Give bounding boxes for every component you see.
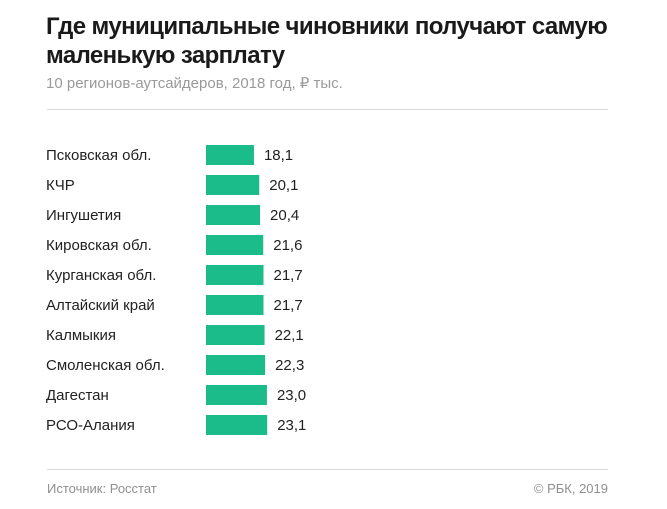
category-label: Калмыкия <box>46 327 116 344</box>
bar-row: Кировская обл. 21,6 <box>46 235 302 255</box>
category-label: РСО-Алания <box>46 417 135 434</box>
bar-row: Курганская обл. 21,7 <box>46 265 303 285</box>
value-label: 21,7 <box>274 297 303 314</box>
bar-row: РСО-Алания 23,1 <box>46 415 306 435</box>
bar-chart: Псковская обл. 18,1 КЧР 20,1 Ингушетия 20,4 Ки… <box>46 145 306 435</box>
category-label: Курганская обл. <box>46 267 156 284</box>
category-label: Дагестан <box>46 387 109 404</box>
category-label: Ингушетия <box>46 207 121 224</box>
top-divider <box>47 109 608 110</box>
bar-row: Калмыкия 22,1 <box>46 325 304 345</box>
chart-title: Где муниципальные чиновники получают сам… <box>46 13 608 69</box>
copyright-note: © РБК, 2019 <box>533 481 608 496</box>
bar-row: Псковская обл. 18,1 <box>46 145 293 165</box>
bar <box>206 325 265 345</box>
bar <box>206 235 264 255</box>
bar-row: Дагестан 23,0 <box>46 385 306 405</box>
value-label: 20,1 <box>269 177 298 194</box>
bar <box>206 295 264 315</box>
category-label: Псковская обл. <box>46 147 151 164</box>
bar <box>206 205 261 225</box>
category-label: КЧР <box>46 177 75 194</box>
bar <box>206 145 254 165</box>
bar <box>206 385 267 405</box>
bar-row: Смоленская обл. 22,3 <box>46 355 304 375</box>
bar-row: КЧР 20,1 <box>46 175 298 195</box>
category-label: Кировская обл. <box>46 237 152 254</box>
bar <box>206 175 260 195</box>
value-label: 18,1 <box>264 147 293 164</box>
bar <box>206 415 268 435</box>
bar-row: Алтайский край 21,7 <box>46 295 303 315</box>
value-label: 21,6 <box>273 237 302 254</box>
category-label: Алтайский край <box>46 297 155 314</box>
category-label: Смоленская обл. <box>46 357 165 374</box>
chart-subtitle: 10 регионов-аутсайдеров, 2018 год, ₽ тыс… <box>46 75 343 92</box>
value-label: 20,4 <box>270 207 299 224</box>
bottom-divider <box>47 469 608 470</box>
value-label: 21,7 <box>274 267 303 284</box>
value-label: 23,1 <box>277 417 306 434</box>
value-label: 22,1 <box>275 327 304 344</box>
value-label: 23,0 <box>277 387 306 404</box>
bar <box>206 355 266 375</box>
source-note: Источник: Росстат <box>47 481 157 496</box>
value-label: 22,3 <box>275 357 304 374</box>
bar-row: Ингушетия 20,4 <box>46 205 299 225</box>
bar <box>206 265 264 285</box>
